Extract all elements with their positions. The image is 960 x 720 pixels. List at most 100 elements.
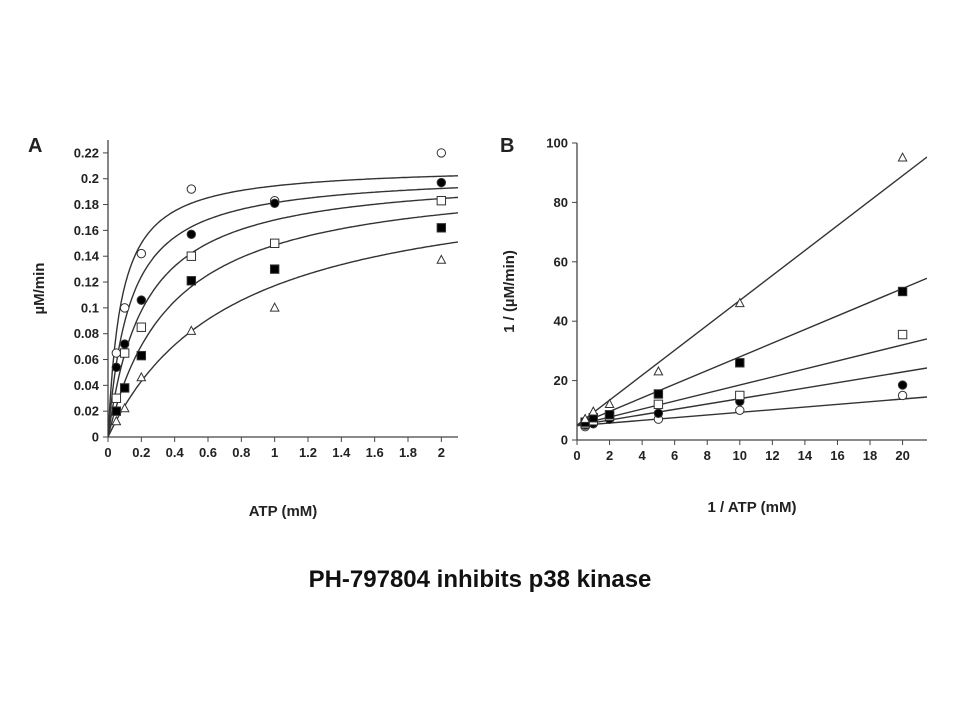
x-tick-label: 2 bbox=[438, 445, 445, 460]
data-point-series-5 bbox=[119, 402, 130, 413]
x-tick-label: 16 bbox=[830, 448, 844, 463]
data-point-series-1 bbox=[136, 248, 147, 259]
x-axis-label: ATP (mM) bbox=[249, 503, 318, 520]
data-point-series-3 bbox=[897, 329, 908, 340]
fit-line-series-2 bbox=[108, 187, 458, 437]
y-axis-label: µM/min bbox=[31, 263, 48, 315]
fit-line-series-3 bbox=[577, 338, 927, 426]
y-tick-label: 0.1 bbox=[81, 300, 99, 315]
figure-caption: PH-797804 inhibits p38 kinase bbox=[308, 566, 652, 593]
data-point-series-4 bbox=[735, 358, 745, 368]
fit-line-series-1 bbox=[108, 175, 458, 437]
data-point-series-1 bbox=[111, 348, 122, 358]
data-point-series-3 bbox=[269, 238, 280, 249]
fit-line-series-3 bbox=[108, 196, 458, 437]
data-point-series-3 bbox=[735, 390, 745, 401]
data-point-series-2 bbox=[136, 295, 147, 305]
data-point-series-4 bbox=[119, 383, 130, 393]
y-tick-label: 40 bbox=[554, 314, 568, 329]
data-point-series-5 bbox=[111, 415, 122, 426]
y-tick-label: 0.2 bbox=[81, 171, 99, 186]
data-point-series-5 bbox=[897, 152, 908, 162]
data-point-series-5 bbox=[734, 297, 745, 308]
data-point-series-5 bbox=[269, 302, 280, 312]
data-point-series-2 bbox=[119, 339, 130, 349]
data-point-series-2 bbox=[186, 229, 197, 239]
data-point-series-5 bbox=[653, 365, 664, 376]
x-tick-label: 0 bbox=[104, 445, 111, 460]
data-point-series-4 bbox=[604, 410, 615, 420]
x-tick-label: 0.4 bbox=[166, 445, 185, 460]
y-tick-label: 0.16 bbox=[74, 223, 99, 238]
panel-a-chart: 0 0.2 0.4 0.6 0.8 1 1.2 1.4 1.6 1.8 2 0 0.02 0.04 0.06… bbox=[28, 135, 458, 520]
x-tick-label: 2 bbox=[606, 448, 613, 463]
data-point-series-4 bbox=[653, 389, 664, 399]
y-tick-label: 0.18 bbox=[74, 197, 99, 212]
y-tick-label: 100 bbox=[546, 136, 568, 151]
x-tick-label: 0 bbox=[573, 448, 580, 463]
data-point-series-1 bbox=[119, 303, 130, 313]
data-point-series-3 bbox=[119, 348, 130, 358]
data-point-series-5 bbox=[588, 406, 599, 416]
x-tick-label: 1 bbox=[271, 445, 278, 460]
x-tick-label: 8 bbox=[704, 448, 711, 463]
fit-line-series-4 bbox=[577, 277, 927, 426]
data-point-series-2 bbox=[111, 362, 122, 372]
data-point-series-3 bbox=[136, 322, 147, 332]
x-tick-label: 20 bbox=[895, 448, 909, 463]
fit-line-series-5 bbox=[577, 156, 927, 426]
x-tick-label: 0.6 bbox=[199, 445, 217, 460]
data-point-series-5 bbox=[186, 325, 197, 335]
y-tick-label: 0.22 bbox=[74, 145, 99, 160]
data-point-series-2 bbox=[653, 408, 664, 418]
x-tick-label: 0.2 bbox=[132, 445, 150, 460]
y-tick-label: 80 bbox=[554, 195, 568, 210]
y-tick-label: 0 bbox=[561, 433, 568, 448]
y-tick-label: 0.08 bbox=[74, 326, 99, 341]
y-tick-label: 0.04 bbox=[74, 378, 100, 393]
x-tick-label: 18 bbox=[863, 448, 877, 463]
data-point-series-3 bbox=[186, 251, 197, 261]
data-point-series-1 bbox=[897, 390, 908, 401]
data-point-series-4 bbox=[136, 350, 147, 361]
fit-line-series-5 bbox=[108, 241, 458, 437]
x-tick-label: 0.8 bbox=[232, 445, 250, 460]
data-point-series-5 bbox=[604, 398, 615, 409]
data-point-series-5 bbox=[436, 254, 447, 264]
fit-line-series-4 bbox=[108, 212, 458, 437]
data-point-series-5 bbox=[136, 371, 147, 382]
y-tick-label: 0.02 bbox=[74, 404, 99, 419]
fit-line-series-1 bbox=[577, 396, 927, 427]
data-point-series-2 bbox=[269, 198, 280, 208]
data-point-series-4 bbox=[436, 223, 447, 233]
data-point-series-4 bbox=[897, 286, 908, 297]
data-point-series-3 bbox=[653, 399, 664, 410]
x-tick-label: 1.6 bbox=[366, 445, 384, 460]
data-point-series-5 bbox=[580, 413, 591, 423]
fit-line-series-2 bbox=[577, 367, 927, 427]
x-tick-label: 4 bbox=[638, 448, 646, 463]
y-tick-label: 0.06 bbox=[74, 352, 99, 367]
y-tick-label: 0 bbox=[92, 430, 99, 445]
y-axis-label: 1 / (µM/min) bbox=[501, 250, 518, 333]
data-point-series-1 bbox=[436, 148, 447, 158]
x-tick-label: 14 bbox=[798, 448, 813, 463]
y-tick-label: 0.14 bbox=[74, 249, 100, 264]
data-point-series-2 bbox=[897, 380, 908, 390]
data-point-series-4 bbox=[269, 264, 280, 274]
x-tick-label: 1.4 bbox=[332, 445, 351, 460]
data-point-series-1 bbox=[186, 184, 197, 194]
data-point-series-4 bbox=[111, 406, 122, 416]
data-point-series-1 bbox=[735, 405, 745, 415]
x-tick-label: 12 bbox=[765, 448, 779, 463]
panel-b-chart: 0 2 4 6 8 10 12 14 16 18 20 0 20 40 60 80 100 1 / ATP (mM… bbox=[500, 135, 927, 516]
y-tick-label: 60 bbox=[554, 254, 568, 269]
data-point-series-2 bbox=[436, 177, 447, 188]
x-tick-label: 10 bbox=[733, 448, 747, 463]
panel-label: A bbox=[28, 135, 42, 157]
x-axis-label: 1 / ATP (mM) bbox=[708, 499, 797, 516]
x-tick-label: 1.8 bbox=[399, 445, 417, 460]
x-tick-label: 6 bbox=[671, 448, 678, 463]
y-tick-label: 20 bbox=[554, 373, 568, 388]
